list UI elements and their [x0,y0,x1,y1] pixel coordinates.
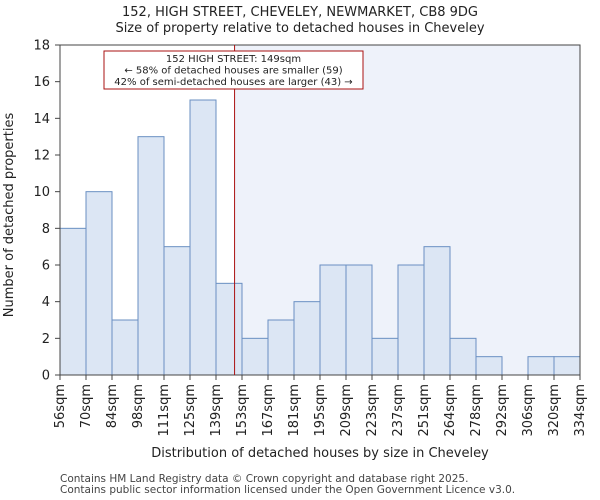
x-tick-label-167sqm: 167sqm [261,384,276,437]
x-tick-label-195sqm: 195sqm [313,384,328,437]
x-tick-label-125sqm: 125sqm [183,384,198,437]
x-tick-label-251sqm: 251sqm [417,384,432,437]
y-tick-label-16: 16 [33,75,50,90]
y-tick-label-6: 6 [42,259,50,274]
footer-licence: Contains public sector information licen… [60,484,516,496]
x-tick-label-209sqm: 209sqm [339,384,354,437]
bar-306sqm [527,356,555,376]
bar-264sqm [449,337,477,376]
annotation-property: 152 HIGH STREET: 149sqm [166,54,301,65]
bar-251sqm [423,246,451,376]
x-tick-label-223sqm: 223sqm [365,384,380,437]
x-tick-label-181sqm: 181sqm [287,384,302,437]
bar-139sqm [215,282,243,376]
annotation-larger: 42% of semi-detached houses are larger (… [114,77,352,88]
bar-167sqm [267,319,295,376]
y-tick-label-8: 8 [42,222,50,237]
x-tick-label-334sqm: 334sqm [573,384,588,437]
bar-84sqm [111,319,139,376]
x-tick-label-70sqm: 70sqm [79,384,94,428]
y-tick-label-18: 18 [33,39,50,54]
x-tick-label-292sqm: 292sqm [495,384,510,437]
bar-70sqm [85,191,113,376]
x-tick-label-84sqm: 84sqm [105,384,120,428]
annotation-smaller: ← 58% of detached houses are smaller (59… [124,66,342,77]
x-tick-label-237sqm: 237sqm [391,384,406,437]
bar-223sqm [371,337,399,376]
chart-title: 152, HIGH STREET, CHEVELEY, NEWMARKET, C… [122,5,478,20]
annotation-box [103,50,364,90]
bar-195sqm [319,264,347,376]
y-axis-label: Number of detached properties [2,113,17,318]
bar-56sqm [59,227,87,376]
x-tick-label-278sqm: 278sqm [469,384,484,437]
x-tick-label-320sqm: 320sqm [547,384,562,437]
x-tick-label-306sqm: 306sqm [521,384,536,437]
footer-copyright: Contains HM Land Registry data © Crown c… [60,473,469,485]
x-tick-label-139sqm: 139sqm [209,384,224,437]
chart-subtitle: Size of property relative to detached ho… [115,21,485,36]
bar-181sqm [293,301,321,376]
bar-153sqm [241,337,269,376]
y-tick-label-2: 2 [42,332,50,347]
bar-320sqm [553,356,581,376]
bar-237sqm [397,264,425,376]
bar-111sqm [163,246,191,376]
bar-125sqm [189,99,217,376]
y-tick-label-0: 0 [42,369,50,384]
y-tick-label-4: 4 [42,295,50,310]
bar-98sqm [137,136,165,376]
x-tick-label-98sqm: 98sqm [131,384,146,428]
y-tick-label-10: 10 [33,185,50,200]
y-tick-label-12: 12 [33,149,50,164]
x-tick-label-264sqm: 264sqm [443,384,458,437]
x-tick-label-111sqm: 111sqm [157,384,172,437]
bar-209sqm [345,264,373,376]
y-tick-label-14: 14 [33,112,50,127]
x-axis-label: Distribution of detached houses by size … [151,446,489,461]
bar-278sqm [475,356,503,376]
x-tick-label-56sqm: 56sqm [53,384,68,428]
x-tick-label-153sqm: 153sqm [235,384,250,437]
